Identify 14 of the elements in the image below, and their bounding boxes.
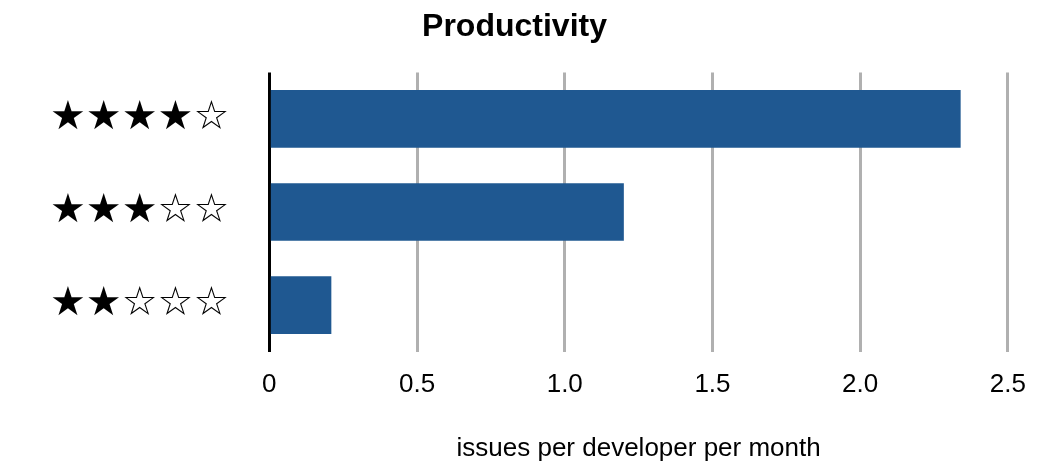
bar — [270, 90, 961, 148]
x-tick-label: 0 — [262, 368, 277, 399]
x-tick-label: 2.5 — [989, 368, 1027, 399]
x-axis-title: issues per developer per month — [456, 431, 821, 462]
x-tick-label: 1.0 — [546, 368, 583, 399]
bar — [270, 276, 332, 334]
y-tick-label: ★★★★☆ — [50, 92, 230, 139]
bar — [270, 183, 624, 241]
x-tick-label: 2.0 — [842, 368, 879, 399]
x-tick-label: 1.5 — [694, 368, 731, 399]
y-tick-label: ★★★☆☆ — [50, 185, 230, 232]
x-tick-label: 0.5 — [398, 368, 436, 399]
y-tick-label: ★★☆☆☆ — [50, 278, 230, 325]
chart-title: Productivity — [422, 7, 608, 44]
